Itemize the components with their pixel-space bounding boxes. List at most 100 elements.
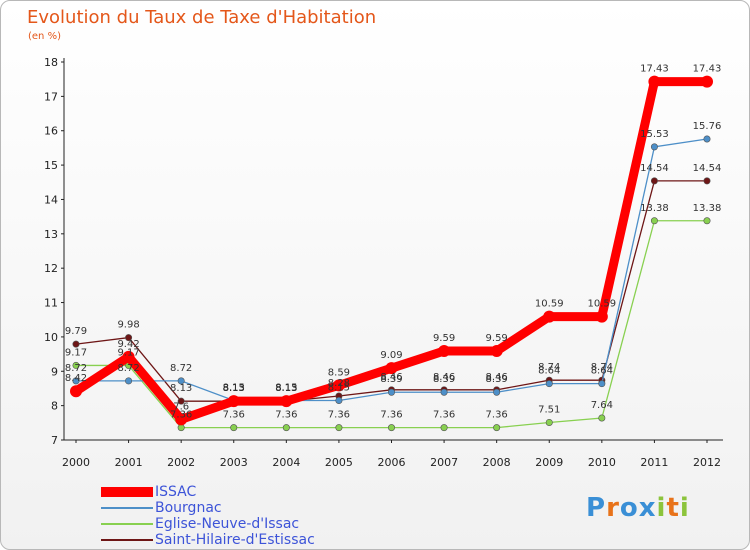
- logo-letter: i: [656, 493, 667, 523]
- data-label: 7.36: [275, 410, 297, 421]
- data-point: [703, 177, 711, 185]
- data-point: [175, 413, 188, 426]
- y-tick-label: 12: [44, 262, 58, 275]
- data-point: [545, 380, 553, 388]
- data-label: 8.64: [538, 366, 560, 377]
- data-label: 8.13: [275, 383, 297, 394]
- data-point: [72, 340, 80, 348]
- data-point: [230, 424, 238, 432]
- x-tick-label: 2002: [167, 456, 195, 469]
- y-tick-label: 17: [44, 90, 58, 103]
- legend-swatch: [101, 487, 153, 497]
- data-label: 8.59: [328, 367, 350, 378]
- data-label: 8.74: [591, 362, 613, 373]
- data-label: 10.59: [588, 299, 617, 310]
- data-point: [598, 414, 606, 422]
- data-point: [701, 75, 713, 88]
- data-label: 8.39: [380, 374, 402, 385]
- y-tick-label: 10: [44, 331, 58, 344]
- data-label: 8.64: [591, 366, 613, 377]
- data-label: 7.36: [170, 410, 192, 421]
- data-point: [280, 395, 293, 408]
- y-tick-label: 8: [51, 400, 58, 413]
- data-point: [490, 344, 503, 357]
- data-point: [335, 396, 343, 404]
- x-tick-label: 2006: [378, 456, 406, 469]
- data-label: 7.36: [223, 410, 245, 421]
- data-point: [387, 388, 395, 396]
- data-label: 8.46: [433, 372, 455, 383]
- y-tick-label: 9: [51, 365, 58, 378]
- data-label: 9.09: [380, 350, 402, 361]
- x-tick-label: 2005: [325, 456, 353, 469]
- data-point: [438, 344, 451, 357]
- x-tick-label: 2010: [588, 456, 616, 469]
- data-point: [125, 377, 133, 385]
- data-point: [595, 310, 608, 323]
- y-tick-label: 11: [44, 297, 58, 310]
- data-point: [227, 395, 240, 408]
- data-label: 8.15: [223, 382, 245, 393]
- x-tick-label: 2011: [640, 456, 668, 469]
- data-point: [493, 388, 501, 396]
- data-label: 8.74: [538, 362, 560, 373]
- data-point: [122, 350, 135, 363]
- data-point: [650, 217, 658, 225]
- data-label: 8.13: [275, 383, 297, 394]
- data-point: [648, 75, 661, 88]
- data-point: [125, 334, 133, 342]
- x-tick-label: 2008: [483, 456, 511, 469]
- data-label: 8.72: [117, 363, 139, 374]
- x-tick-label: 2007: [430, 456, 458, 469]
- data-point: [177, 377, 185, 385]
- data-label: 10.59: [535, 299, 564, 310]
- data-label: 9.17: [117, 347, 139, 358]
- data-point: [70, 385, 82, 398]
- data-point: [282, 424, 290, 432]
- data-label: 7.64: [591, 400, 613, 411]
- data-label: 8.13: [223, 383, 245, 394]
- data-label: 7.36: [486, 410, 508, 421]
- data-label: 8.72: [170, 363, 192, 374]
- data-label: 14.54: [640, 163, 669, 174]
- legend-label: Bourgnac: [155, 500, 222, 516]
- data-label: 7.36: [328, 410, 350, 421]
- data-point: [385, 362, 398, 375]
- legend-swatch: [101, 523, 153, 525]
- y-tick-label: 13: [44, 228, 58, 241]
- data-label: 8.13: [170, 383, 192, 394]
- data-label: 17.43: [693, 64, 722, 75]
- logo-letter: P: [586, 493, 607, 523]
- data-label: 8.39: [433, 374, 455, 385]
- data-label: 7.51: [538, 404, 560, 415]
- data-point: [543, 310, 556, 323]
- data-label: 8.39: [486, 374, 508, 385]
- data-point: [72, 377, 80, 385]
- data-label: 8.46: [486, 372, 508, 383]
- data-label: 8.42: [65, 373, 87, 384]
- logo-letter: x: [638, 493, 657, 523]
- data-label: 7.36: [380, 410, 402, 421]
- chart-title: Evolution du Taux de Taxe d'Habitation: [27, 7, 377, 28]
- data-point: [177, 424, 185, 432]
- data-point: [703, 217, 711, 225]
- data-label: 9.42: [117, 339, 139, 350]
- legend-swatch: [101, 539, 153, 541]
- legend-label: Saint-Hilaire-d'Estissac: [155, 532, 315, 548]
- data-label: 15.53: [640, 129, 669, 140]
- data-label: 9.59: [433, 333, 455, 344]
- data-label: 9.17: [65, 347, 87, 358]
- data-label: 13.38: [640, 203, 669, 214]
- logo-letter: i: [679, 493, 690, 523]
- data-label: 15.76: [693, 121, 722, 132]
- x-tick-label: 2012: [693, 456, 721, 469]
- data-point: [440, 388, 448, 396]
- x-tick-label: 2001: [115, 456, 143, 469]
- data-point: [177, 397, 185, 405]
- data-point: [332, 379, 345, 392]
- data-point: [72, 361, 80, 369]
- data-label: 8.15: [328, 382, 350, 393]
- data-label: 7.36: [433, 410, 455, 421]
- proxiti-logo: Proxiti: [586, 493, 690, 523]
